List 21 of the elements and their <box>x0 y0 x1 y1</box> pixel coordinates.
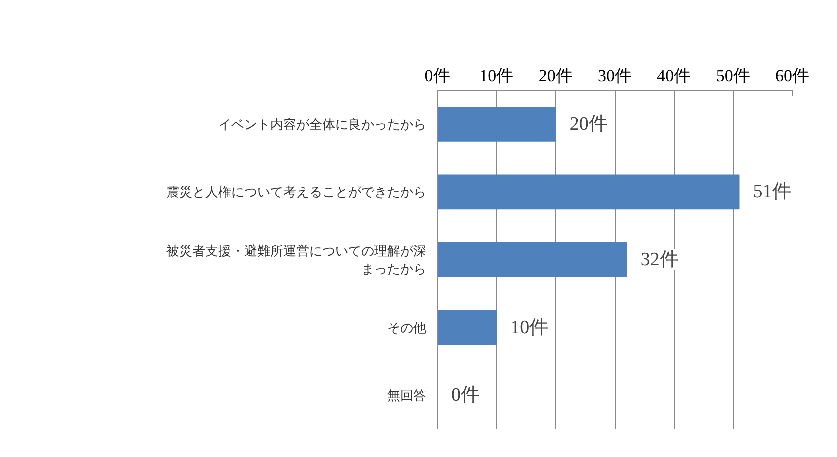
bar <box>438 242 628 278</box>
y-tick-label: イベント内容が全体に良かったから <box>218 116 426 132</box>
data-label: 32件 <box>640 250 679 270</box>
data-label: 0件 <box>452 385 480 406</box>
y-tick-label: 被災者支援・避難所運営についての理解が深まったから <box>166 244 426 276</box>
bar <box>438 106 556 142</box>
y-tick-label: 震災と人権について考えることができたから <box>166 184 426 200</box>
bar <box>438 310 498 346</box>
data-label: 20件 <box>570 114 608 135</box>
data-label: 10件 <box>510 317 549 338</box>
x-tick-label: 10件 <box>480 66 514 86</box>
bar <box>438 174 740 210</box>
data-label: 51件 <box>753 182 792 203</box>
x-tick-label: 60件 <box>776 66 810 86</box>
x-tick-label: 30件 <box>598 66 632 86</box>
x-tick-label: 40件 <box>657 66 692 86</box>
x-tick-label: 50件 <box>716 66 750 86</box>
x-tick-label: 20件 <box>538 66 573 86</box>
y-tick-label: 無回答 <box>388 388 426 404</box>
x-tick-label: 0件 <box>424 66 450 86</box>
y-tick-label: その他 <box>388 320 426 336</box>
